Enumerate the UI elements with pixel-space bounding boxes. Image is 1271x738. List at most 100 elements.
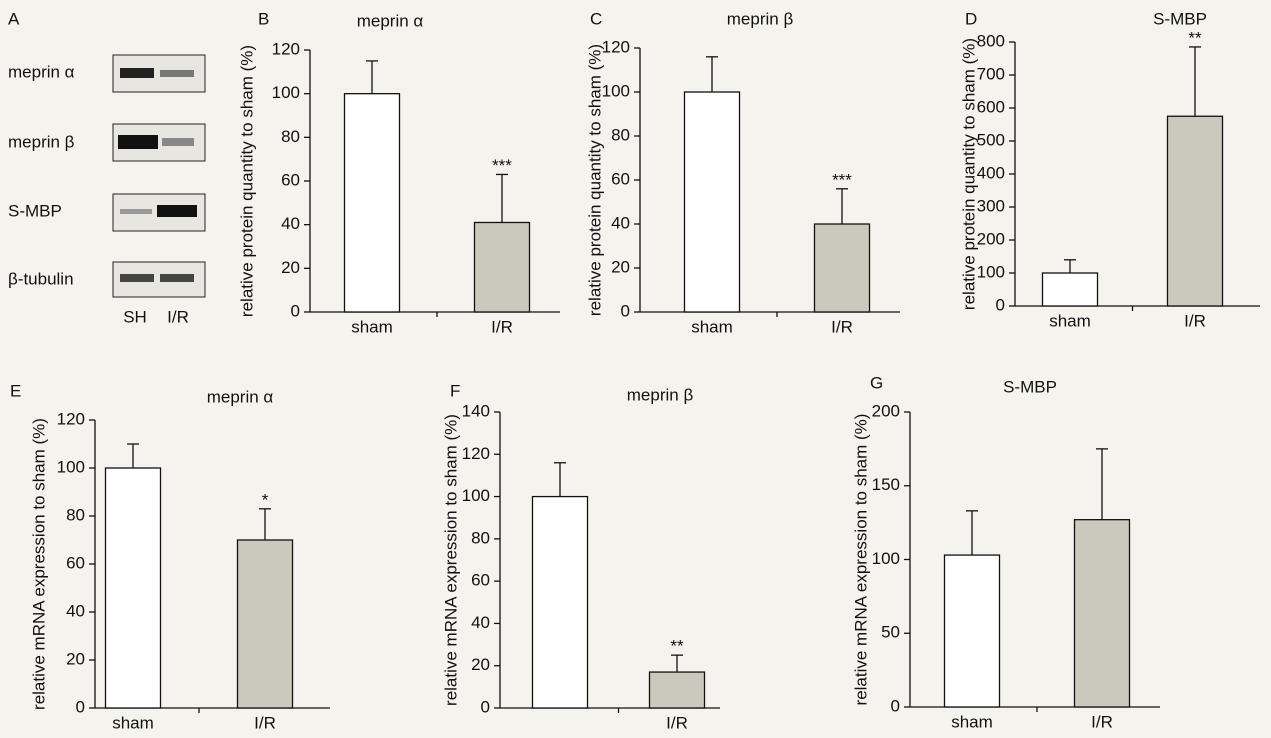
significance: ** (1188, 28, 1202, 47)
y-axis-label: relative mRNA expression to sham (%) (29, 418, 48, 710)
chart-title: S-MBP (1153, 9, 1207, 28)
y-tick-label: 0 (891, 696, 900, 715)
x-tick-label: sham (351, 317, 393, 336)
band (160, 70, 194, 77)
y-tick-label: 120 (602, 37, 630, 56)
y-tick-label: 60 (66, 553, 85, 572)
y-tick-label: 100 (57, 457, 85, 476)
y-tick-label: 100 (872, 549, 900, 568)
bar (945, 555, 1000, 707)
chart-title: meprin β (627, 385, 694, 404)
x-tick-label: I/R (491, 317, 513, 336)
y-tick-label: 600 (977, 97, 1005, 116)
y-tick-label: 140 (462, 401, 490, 420)
band (162, 138, 194, 146)
y-tick-label: 0 (996, 295, 1005, 314)
y-tick-label: 0 (621, 301, 630, 320)
blot-label: meprin α (8, 62, 75, 81)
significance: *** (492, 156, 512, 175)
bar (815, 224, 870, 312)
y-tick-label: 100 (977, 262, 1005, 281)
band (120, 274, 154, 282)
band (160, 274, 194, 282)
y-tick-label: 80 (66, 505, 85, 524)
y-tick-label: 20 (281, 258, 300, 277)
y-tick-label: 60 (471, 571, 490, 590)
x-tick-label: sham (1049, 311, 1091, 330)
y-tick-label: 400 (977, 163, 1005, 182)
y-tick-label: 60 (611, 169, 630, 188)
y-tick-label: 700 (977, 64, 1005, 83)
bar (685, 92, 740, 312)
x-tick-label: I/R (831, 317, 853, 336)
y-tick-label: 80 (611, 125, 630, 144)
x-tick-label: sham (951, 712, 993, 731)
blot-label: β-tubulin (8, 269, 74, 288)
y-tick-label: 120 (272, 39, 300, 58)
bar (533, 497, 588, 708)
x-tick-label: I/R (1091, 712, 1113, 731)
chart-title: S-MBP (1003, 377, 1057, 396)
blot-label: meprin β (8, 132, 75, 151)
y-tick-label: 100 (462, 486, 490, 505)
y-axis-label: relative protein quantity to sham (%) (959, 38, 978, 310)
y-tick-label: 20 (66, 649, 85, 668)
y-tick-label: 100 (602, 81, 630, 100)
y-axis-label: relative mRNA expression to sham (%) (441, 414, 460, 706)
y-tick-label: 80 (281, 127, 300, 146)
bar (1075, 520, 1130, 707)
y-tick-label: 0 (481, 697, 490, 716)
x-tick-label: I/R (254, 713, 276, 732)
panel-letter: F (450, 381, 460, 400)
x-tick-label: sham (691, 317, 733, 336)
bar (106, 468, 161, 708)
y-tick-label: 60 (281, 170, 300, 189)
y-axis-label: relative protein quantity to sham (%) (237, 45, 256, 317)
band (120, 68, 154, 78)
y-tick-label: 200 (977, 229, 1005, 248)
bar (238, 540, 293, 708)
band (157, 205, 197, 217)
y-tick-label: 50 (881, 623, 900, 642)
significance: *** (832, 170, 852, 189)
y-tick-label: 40 (66, 601, 85, 620)
y-tick-label: 20 (471, 655, 490, 674)
lane-label: I/R (167, 307, 189, 326)
y-tick-label: 800 (977, 31, 1005, 50)
panel-a: A meprin α meprin β S-MBP β-tubulin SH I… (8, 9, 205, 326)
bar (345, 94, 400, 312)
y-tick-label: 0 (76, 697, 85, 716)
chart-title: meprin α (207, 387, 274, 406)
y-tick-label: 120 (462, 444, 490, 463)
x-tick-label: I/R (666, 713, 688, 732)
panel-letter: C (590, 9, 602, 28)
panel-letter: G (870, 373, 883, 392)
bar (650, 672, 705, 708)
significance: ** (670, 637, 684, 656)
panel-letter: A (8, 9, 20, 28)
bar (1043, 273, 1098, 306)
y-tick-label: 40 (471, 613, 490, 632)
y-tick-label: 120 (57, 409, 85, 428)
chart-title: meprin α (357, 11, 424, 30)
y-tick-label: 200 (872, 401, 900, 420)
bar (1168, 116, 1223, 306)
y-tick-label: 80 (471, 528, 490, 547)
y-tick-label: 40 (281, 214, 300, 233)
significance: * (262, 490, 269, 509)
y-axis-label: relative mRNA expression to sham (%) (851, 414, 870, 706)
y-tick-label: 300 (977, 196, 1005, 215)
panel-letter: D (965, 9, 977, 28)
panel-letter: B (258, 9, 269, 28)
x-tick-label: sham (112, 713, 154, 732)
figure: A meprin α meprin β S-MBP β-tubulin SH I… (0, 0, 1271, 738)
band (120, 209, 152, 214)
y-tick-label: 150 (872, 475, 900, 494)
y-tick-label: 500 (977, 130, 1005, 149)
blot-label: S-MBP (8, 201, 62, 220)
chart-title: meprin β (727, 9, 794, 28)
y-tick-label: 0 (291, 301, 300, 320)
band (118, 135, 158, 149)
x-tick-label: I/R (1184, 311, 1206, 330)
lane-label: SH (123, 307, 147, 326)
